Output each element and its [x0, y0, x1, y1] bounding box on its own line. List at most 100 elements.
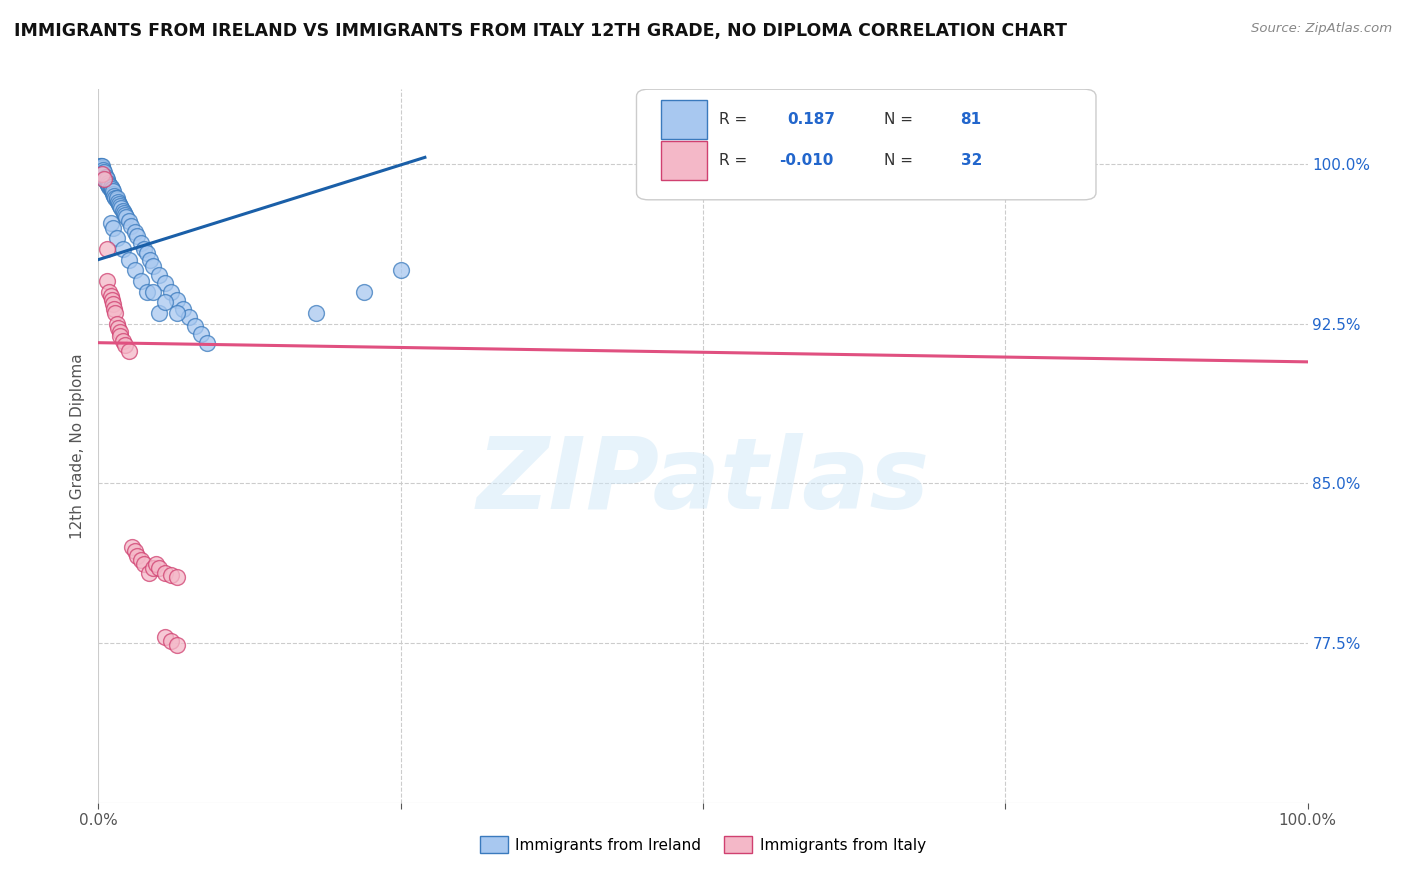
Point — [153, 566, 176, 580]
Point — [96, 242, 118, 256]
Point — [93, 169, 115, 184]
Point — [90, 165, 112, 179]
Text: 32: 32 — [960, 153, 981, 168]
Point — [111, 334, 134, 348]
Point — [179, 310, 201, 325]
Point — [91, 168, 114, 182]
Text: N =: N = — [884, 153, 914, 168]
Point — [172, 301, 194, 316]
Point — [111, 242, 134, 256]
Point — [100, 293, 122, 307]
Point — [124, 225, 146, 239]
Point — [105, 317, 128, 331]
Point — [153, 630, 176, 644]
Point — [145, 558, 167, 572]
Point — [184, 318, 207, 333]
Point — [91, 163, 114, 178]
Point — [127, 549, 149, 563]
Point — [160, 634, 183, 648]
Legend: Immigrants from Ireland, Immigrants from Italy: Immigrants from Ireland, Immigrants from… — [474, 830, 932, 859]
Point — [112, 206, 135, 220]
Point — [114, 208, 136, 222]
Point — [100, 180, 122, 194]
Point — [135, 285, 157, 299]
Point — [129, 274, 152, 288]
Point — [121, 540, 143, 554]
Point — [124, 544, 146, 558]
FancyBboxPatch shape — [637, 89, 1097, 200]
Point — [97, 176, 120, 190]
Point — [100, 289, 122, 303]
Point — [118, 252, 141, 267]
Point — [91, 161, 114, 175]
Text: IMMIGRANTS FROM IRELAND VS IMMIGRANTS FROM ITALY 12TH GRADE, NO DIPLOMA CORRELAT: IMMIGRANTS FROM IRELAND VS IMMIGRANTS FR… — [14, 22, 1067, 40]
Point — [101, 297, 124, 311]
Point — [166, 570, 188, 584]
Point — [91, 168, 114, 182]
Point — [195, 335, 218, 350]
Point — [105, 193, 128, 207]
Point — [98, 178, 121, 192]
Point — [91, 165, 114, 179]
Point — [124, 263, 146, 277]
Point — [104, 306, 127, 320]
Point — [166, 638, 188, 652]
Point — [89, 159, 111, 173]
Point — [101, 185, 124, 199]
Point — [111, 203, 134, 218]
Point — [166, 293, 188, 307]
Point — [138, 566, 160, 580]
Point — [96, 274, 118, 288]
Point — [108, 329, 131, 343]
Point — [91, 159, 114, 173]
Point — [107, 195, 129, 210]
Point — [93, 171, 115, 186]
Point — [100, 182, 122, 196]
Text: R =: R = — [718, 153, 747, 168]
FancyBboxPatch shape — [661, 141, 707, 180]
Point — [94, 169, 117, 184]
Point — [108, 325, 131, 339]
Point — [142, 561, 165, 575]
Point — [160, 567, 183, 582]
Point — [96, 174, 118, 188]
Point — [135, 246, 157, 260]
Point — [98, 180, 121, 194]
Text: N =: N = — [884, 112, 914, 127]
Point — [100, 216, 122, 230]
Point — [91, 163, 114, 178]
Text: R =: R = — [718, 112, 747, 127]
Text: Source: ZipAtlas.com: Source: ZipAtlas.com — [1251, 22, 1392, 36]
Point — [93, 171, 115, 186]
Point — [98, 285, 121, 299]
Point — [96, 171, 118, 186]
Point — [105, 231, 128, 245]
Point — [89, 161, 111, 175]
Y-axis label: 12th Grade, No Diploma: 12th Grade, No Diploma — [69, 353, 84, 539]
Text: 0.187: 0.187 — [787, 112, 835, 127]
Point — [105, 191, 128, 205]
Point — [139, 252, 162, 267]
Point — [101, 186, 124, 201]
Text: 81: 81 — [960, 112, 981, 127]
Point — [134, 558, 156, 572]
Point — [100, 182, 122, 196]
Point — [129, 553, 152, 567]
Point — [91, 169, 114, 184]
Point — [94, 171, 117, 186]
Point — [118, 214, 141, 228]
Point — [114, 338, 136, 352]
Point — [120, 219, 142, 233]
Point — [129, 235, 152, 250]
Point — [142, 259, 165, 273]
Point — [96, 176, 118, 190]
Point — [142, 285, 165, 299]
Point — [153, 276, 176, 290]
Point — [190, 327, 212, 342]
Point — [90, 163, 112, 178]
Point — [148, 268, 170, 282]
Point — [118, 344, 141, 359]
Point — [160, 285, 183, 299]
Point — [166, 306, 188, 320]
Point — [153, 295, 176, 310]
